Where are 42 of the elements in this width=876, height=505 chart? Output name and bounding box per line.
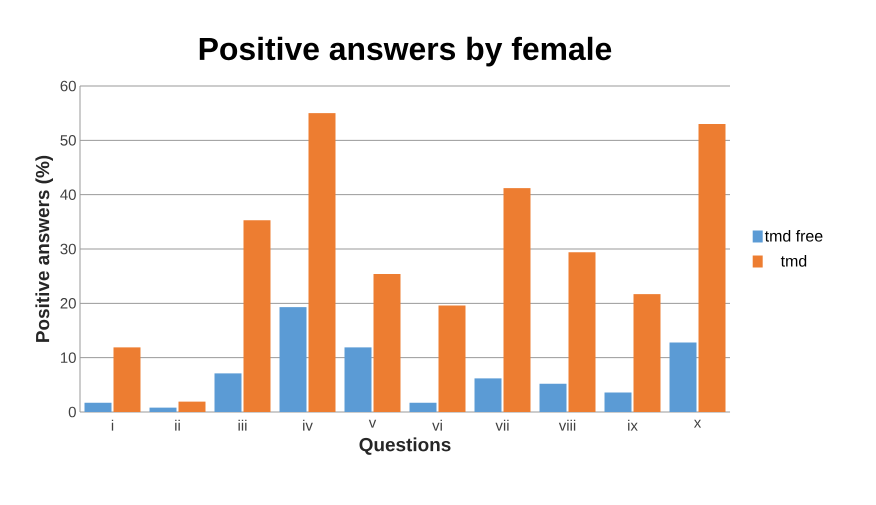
bar bbox=[113, 347, 140, 412]
bar bbox=[410, 402, 437, 412]
bar bbox=[698, 124, 726, 412]
bar bbox=[344, 347, 372, 412]
bar bbox=[243, 220, 270, 412]
bar bbox=[474, 378, 502, 412]
bar bbox=[634, 294, 660, 412]
y-tick-label: 50 bbox=[60, 135, 76, 146]
bar bbox=[604, 392, 632, 412]
x-tick-label: viii bbox=[558, 420, 576, 431]
bar bbox=[670, 342, 697, 412]
y-tick-label: 10 bbox=[61, 352, 76, 363]
x-tick-label: iv bbox=[303, 420, 313, 431]
x-tick-label: v bbox=[368, 420, 376, 428]
y-tick-label: 40 bbox=[60, 189, 76, 200]
x-tick-label: iii bbox=[238, 420, 246, 431]
bar bbox=[178, 402, 206, 412]
bar bbox=[280, 307, 307, 412]
x-tick-label: ii bbox=[175, 420, 180, 431]
bar bbox=[438, 306, 466, 412]
y-tick-label: 30 bbox=[60, 244, 76, 254]
y-tick-label: 60 bbox=[60, 80, 76, 92]
bar bbox=[308, 113, 336, 412]
bar bbox=[540, 384, 567, 412]
bar bbox=[150, 408, 177, 412]
bar bbox=[568, 252, 596, 412]
bar bbox=[504, 188, 530, 412]
x-tick-label: vii bbox=[495, 420, 509, 431]
x-axis-title: Questions bbox=[360, 437, 451, 455]
bar bbox=[374, 274, 400, 412]
chart-title: Positive answers by female bbox=[200, 36, 612, 66]
x-tick-label: vi bbox=[432, 420, 442, 431]
x-tick-label: ix bbox=[628, 420, 638, 431]
legend-label: tmd bbox=[780, 254, 806, 267]
bar bbox=[214, 373, 242, 412]
x-tick-label: i bbox=[112, 420, 114, 431]
y-tick-label: 20 bbox=[60, 298, 76, 309]
x-tick-label: x bbox=[694, 420, 702, 428]
y-axis-title: Positive answers (%) bbox=[35, 156, 54, 342]
y-tick-label: 0 bbox=[68, 406, 76, 418]
bar bbox=[84, 402, 112, 412]
legend-label: tmd free bbox=[764, 230, 822, 242]
